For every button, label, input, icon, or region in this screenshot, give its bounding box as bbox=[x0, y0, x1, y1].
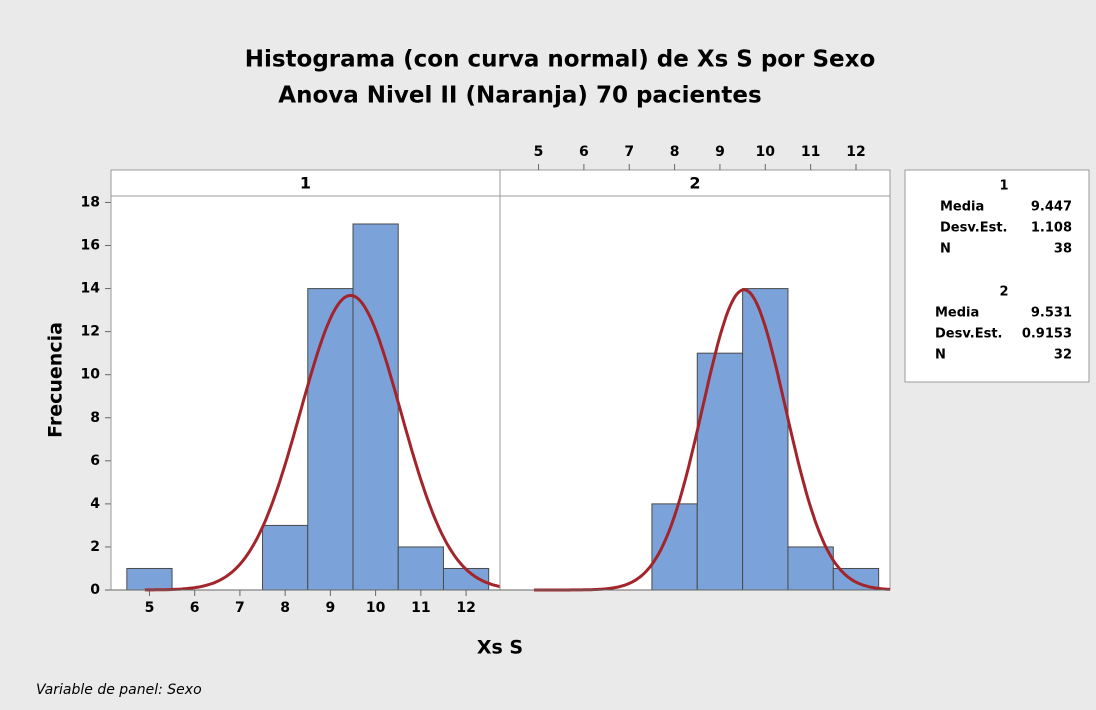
normal-curve bbox=[144, 293, 501, 592]
y-tick-label: 4 bbox=[90, 496, 100, 512]
bar bbox=[696, 352, 744, 591]
legend-stat-label: Media bbox=[935, 306, 979, 321]
y-tick-label: 16 bbox=[81, 238, 100, 254]
x-tick-label: 11 bbox=[801, 144, 820, 160]
x-tick-label: 5 bbox=[145, 600, 155, 616]
x-tick-label: 9 bbox=[715, 144, 725, 160]
legend-group: 1 bbox=[999, 179, 1008, 194]
panel-strip bbox=[499, 169, 891, 197]
legend-stat-label: Desv.Est. bbox=[935, 327, 1002, 342]
x-tick-label: 5 bbox=[534, 144, 544, 160]
y-tick-label: 18 bbox=[81, 194, 100, 210]
x-tick-label: 9 bbox=[326, 600, 336, 616]
bar bbox=[262, 524, 309, 591]
y-tick-label: 0 bbox=[90, 582, 100, 598]
footnote: Variable de panel: Sexo bbox=[36, 682, 202, 698]
x-tick-label: 12 bbox=[846, 144, 865, 160]
x-tick-label: 7 bbox=[624, 144, 634, 160]
legend-stat-value: 9.531 bbox=[1031, 306, 1072, 321]
y-tick-label: 10 bbox=[81, 367, 101, 383]
panel-label: 1 bbox=[300, 174, 311, 193]
legend-stat-label: N bbox=[940, 242, 951, 257]
legend-group: 2 bbox=[999, 285, 1008, 300]
legend-stat-value: 9.447 bbox=[1031, 200, 1072, 215]
y-tick-label: 12 bbox=[81, 324, 100, 340]
y-tick-label: 2 bbox=[90, 539, 100, 555]
x-tick-label: 11 bbox=[411, 600, 430, 616]
legend-stat-label: Media bbox=[940, 200, 984, 215]
legend-stat-value: 38 bbox=[1054, 242, 1072, 257]
legend-stat-label: N bbox=[935, 348, 946, 363]
x-tick-label: 6 bbox=[190, 600, 200, 616]
legend-stat-label: Desv.Est. bbox=[940, 221, 1007, 236]
x-tick-label: 7 bbox=[235, 600, 245, 616]
x-tick-label: 8 bbox=[280, 600, 290, 616]
bar bbox=[397, 546, 444, 591]
y-tick-label: 8 bbox=[90, 410, 100, 426]
legend-stat-value: 32 bbox=[1054, 348, 1072, 363]
x-tick-label: 12 bbox=[456, 600, 475, 616]
chart-subtitle: Anova Nivel II (Naranja) 70 pacientes bbox=[278, 83, 761, 109]
legend-box bbox=[904, 169, 1090, 383]
x-axis-label: Xs S bbox=[477, 637, 523, 659]
panel-strip bbox=[110, 169, 501, 197]
y-axis-label: Frecuencia bbox=[45, 322, 67, 438]
x-tick-label: 6 bbox=[579, 144, 589, 160]
x-tick-label: 8 bbox=[670, 144, 680, 160]
legend-stat-value: 1.108 bbox=[1031, 221, 1072, 236]
chart-title: Histograma (con curva normal) de Xs S po… bbox=[245, 47, 876, 73]
bar bbox=[352, 223, 399, 591]
legend-stat-value: 0.9153 bbox=[1022, 327, 1072, 342]
bar bbox=[742, 288, 789, 591]
bar bbox=[126, 567, 173, 591]
panel-label: 2 bbox=[689, 174, 700, 193]
x-tick-label: 10 bbox=[756, 144, 776, 160]
y-tick-label: 14 bbox=[81, 281, 101, 297]
bar bbox=[307, 288, 354, 591]
y-tick-label: 6 bbox=[90, 453, 100, 469]
bar bbox=[787, 546, 834, 591]
x-tick-label: 10 bbox=[366, 600, 386, 616]
